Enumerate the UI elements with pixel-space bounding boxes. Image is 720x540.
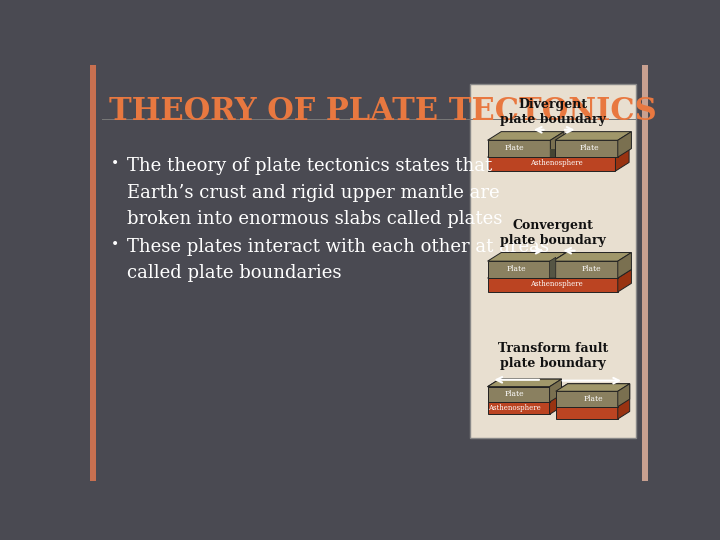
Polygon shape [487,379,562,387]
Text: THEORY OF PLATE TECTONICS: THEORY OF PLATE TECTONICS [109,96,657,126]
Text: Plate: Plate [505,144,524,152]
Polygon shape [549,379,562,414]
Polygon shape [549,379,562,402]
Text: Transform fault
plate boundary: Transform fault plate boundary [498,342,608,370]
Text: Plate: Plate [580,144,600,152]
Text: Asthenosphere: Asthenosphere [530,159,583,167]
Polygon shape [487,269,631,278]
Text: Asthenosphere: Asthenosphere [488,404,541,412]
Polygon shape [487,261,553,278]
Polygon shape [550,132,564,157]
Polygon shape [487,379,562,387]
Polygon shape [618,132,631,157]
Text: Plate: Plate [582,265,601,273]
Polygon shape [618,384,630,407]
Polygon shape [618,269,631,292]
Text: Plate: Plate [505,390,524,399]
Polygon shape [487,278,618,292]
Text: The theory of plate tectonics states that
Earth’s crust and rigid upper mantle a: The theory of plate tectonics states tha… [127,157,503,228]
Polygon shape [556,392,618,419]
Polygon shape [553,261,618,278]
Polygon shape [618,253,631,278]
Text: •: • [111,157,119,171]
Polygon shape [616,148,629,171]
Bar [90,65,96,481]
Bar [642,65,648,481]
Polygon shape [487,387,549,402]
Polygon shape [556,384,630,392]
Text: These plates interact with each other at areas
called plate boundaries: These plates interact with each other at… [127,238,549,282]
Text: Asthenosphere: Asthenosphere [530,280,583,288]
Polygon shape [487,157,616,171]
Polygon shape [618,384,630,419]
FancyBboxPatch shape [469,84,636,438]
Polygon shape [487,387,549,414]
Polygon shape [487,132,564,140]
Polygon shape [487,253,567,261]
Polygon shape [553,253,631,261]
Polygon shape [549,257,556,278]
Polygon shape [550,148,555,157]
Text: Plate: Plate [506,265,526,273]
Text: Divergent
plate boundary: Divergent plate boundary [500,98,606,126]
Bar [102,119,636,120]
Polygon shape [556,392,618,407]
Text: Plate: Plate [583,395,603,403]
Polygon shape [553,253,567,278]
Text: Convergent
plate boundary: Convergent plate boundary [500,219,606,247]
Polygon shape [487,148,629,157]
Polygon shape [556,384,630,392]
Text: •: • [111,238,119,252]
Polygon shape [555,140,618,157]
Polygon shape [555,132,631,140]
Polygon shape [487,140,550,157]
